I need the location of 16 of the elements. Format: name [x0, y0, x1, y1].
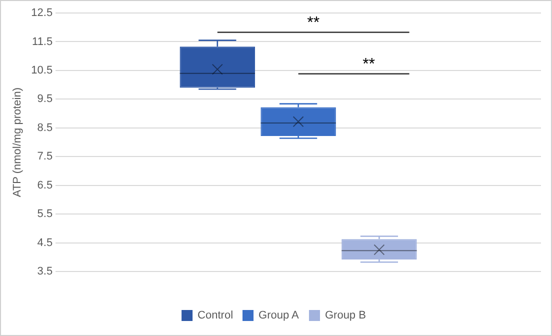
y-tick-label: 4.5	[37, 236, 53, 249]
y-tick-label: 5.5	[37, 208, 53, 220]
y-tick-label: 11.5	[32, 36, 53, 48]
y-tick-label: 9.5	[37, 93, 53, 106]
y-tick-label: 8.5	[37, 122, 53, 134]
annotation: **	[362, 56, 376, 74]
y-axis-title: ATP (nmol/mg protein)	[12, 87, 24, 198]
y-tick-label: 10.5	[31, 64, 53, 76]
legend-label: Control	[198, 310, 234, 322]
annotation: **	[307, 14, 320, 32]
legend-label: Group A	[258, 310, 300, 322]
legend-label: Group B	[324, 310, 366, 322]
y-tick-label: 7.5	[37, 150, 53, 163]
y-tick-label: 12.5	[31, 7, 53, 20]
y-tick-label: 3.5	[37, 266, 53, 278]
y-tick-label: 6.5	[37, 179, 53, 192]
